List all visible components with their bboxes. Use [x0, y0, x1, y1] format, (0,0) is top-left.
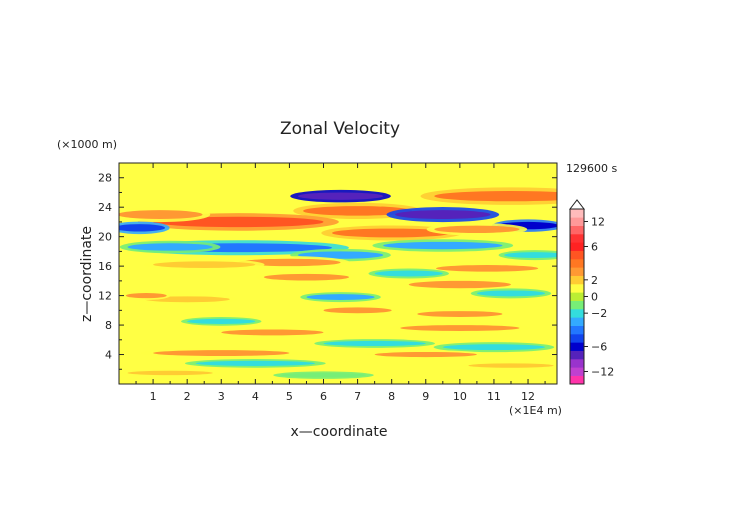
x-unit-label: (×1E4 m): [509, 404, 562, 417]
feature-core-29: [400, 325, 520, 331]
colorbar-tick-label-0: 12: [591, 216, 605, 229]
feature-core-5: [395, 210, 491, 219]
x-tick-label-8: 8: [388, 390, 395, 403]
y-tick-label-24: 24: [98, 201, 112, 214]
feature-core-21: [306, 294, 375, 301]
x-tick-label-11: 11: [487, 390, 501, 403]
feature-core-26: [125, 293, 167, 299]
colorbar-tick-label-5: −6: [591, 341, 607, 354]
feature-core-17: [504, 252, 557, 259]
y-tick-label-20: 20: [98, 231, 112, 244]
colorbar-swatch-18: [570, 225, 584, 235]
feature-core-36: [468, 363, 554, 368]
x-tick-label-4: 4: [252, 390, 259, 403]
feature-core-22: [476, 290, 546, 297]
feature-core-32: [153, 350, 290, 357]
colorbar-swatch-16: [570, 242, 584, 251]
feature-core-34: [195, 360, 315, 366]
time-label: 129600 s: [566, 162, 617, 175]
feature-core-15: [153, 261, 256, 268]
feature-core-35: [127, 370, 213, 376]
x-axis-label: x—coordinate: [291, 424, 388, 440]
colorbar-swatch-3: [570, 350, 584, 360]
feature-core-12: [297, 251, 384, 259]
x-tick-label-1: 1: [150, 390, 157, 403]
feature-core-13: [383, 241, 503, 250]
colorbar-swatch-20: [570, 209, 584, 218]
feature-core-37: [280, 372, 367, 378]
colorbar-swatch-11: [570, 284, 584, 293]
feature-core-33: [374, 351, 477, 358]
x-tick-label-12: 12: [521, 390, 535, 403]
colorbar-swatch-13: [570, 267, 584, 276]
x-tick-label-2: 2: [184, 390, 191, 403]
feature-core-4: [297, 192, 384, 200]
x-tick-label-5: 5: [286, 390, 293, 403]
feature-core-11: [434, 225, 520, 233]
feature-core-3: [119, 210, 203, 219]
colorbar-swatch-0: [570, 375, 584, 385]
feature-core-30: [323, 340, 426, 347]
colorbar-swatch-7: [570, 317, 584, 326]
colorbar-swatch-9: [570, 300, 584, 310]
colorbar-tick-label-1: 6: [591, 241, 598, 254]
feature-core-23: [323, 307, 392, 314]
x-tick-label-3: 3: [218, 390, 225, 403]
feature-core-27: [187, 318, 256, 324]
feature-core-20: [408, 280, 511, 289]
feature-core-7: [119, 224, 166, 232]
feature-core-31: [442, 344, 546, 351]
x-tick-label-9: 9: [422, 390, 429, 403]
y-tick-label-28: 28: [98, 172, 112, 185]
feature-core-9: [127, 243, 213, 251]
feature-core-16: [435, 265, 539, 272]
plot-frame: [118, 162, 558, 385]
colorbar-swatch-6: [570, 325, 584, 335]
feature-core-1: [434, 190, 557, 202]
colorbar-swatch-17: [570, 234, 584, 243]
colorbar-swatch-5: [570, 334, 584, 343]
y-tick-label-12: 12: [98, 290, 112, 303]
y-tick-label-8: 8: [105, 319, 112, 332]
colorbar-swatch-8: [570, 309, 584, 318]
feature-core-24: [417, 311, 503, 317]
x-tick-label-7: 7: [354, 390, 361, 403]
colorbar-tick-label-2: 2: [591, 274, 598, 287]
y-tick-label-16: 16: [98, 260, 112, 273]
colorbar-tick-label-3: 0: [591, 291, 598, 304]
x-tick-label-10: 10: [453, 390, 467, 403]
colorbar-tick-label-4: −2: [591, 307, 607, 320]
colorbar-swatch-12: [570, 275, 584, 285]
feature-core-28: [221, 329, 324, 336]
chart-title: Zonal Velocity: [280, 119, 400, 139]
y-tick-label-4: 4: [105, 349, 112, 362]
colorbar-swatch-15: [570, 250, 584, 260]
colorbar-swatch-1: [570, 367, 584, 376]
x-tick-label-6: 6: [320, 390, 327, 403]
colorbar-swatch-2: [570, 359, 584, 368]
feature-core-18: [374, 270, 443, 277]
y-unit-label: (×1000 m): [57, 138, 117, 151]
colorbar-swatch-10: [570, 292, 584, 301]
colorbar-overflow-arrow: [568, 199, 586, 210]
colorbar-swatch-19: [570, 217, 584, 226]
y-axis-label: z—coordinate: [79, 226, 95, 322]
feature-core-10: [332, 228, 452, 238]
colorbar-swatch-4: [570, 342, 584, 351]
feature-core-0: [303, 206, 413, 216]
colorbar-swatch-14: [570, 259, 584, 268]
colorbar: 12 6 2 0 −2 −6 −12: [568, 199, 614, 385]
colorbar-tick-label-6: −12: [591, 366, 614, 379]
feature-core-19: [263, 273, 350, 281]
heatmap-features: [119, 187, 557, 379]
